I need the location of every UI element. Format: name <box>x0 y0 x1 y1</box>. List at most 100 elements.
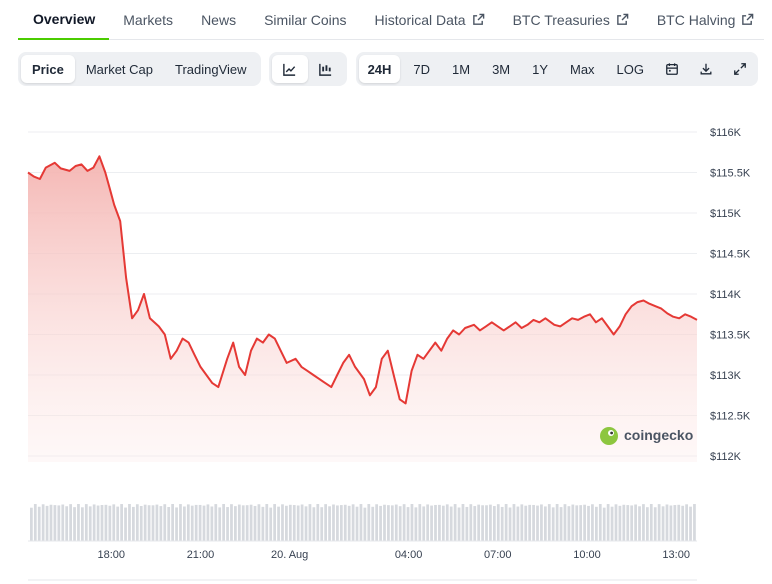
volume-bar <box>234 506 237 541</box>
volume-bar <box>594 506 598 541</box>
volume-bar <box>559 507 563 541</box>
x-tick-label: 10:00 <box>573 549 601 561</box>
volume-bar <box>175 507 178 541</box>
volume-bar <box>422 506 426 541</box>
view-mode-group: Price Market Cap TradingView <box>18 52 261 86</box>
volume-bar <box>198 504 202 541</box>
volume-bar <box>630 505 634 541</box>
volume-bar <box>257 504 261 541</box>
view-price-button[interactable]: Price <box>21 55 75 83</box>
tab-markets[interactable]: Markets <box>109 0 187 39</box>
volume-bar <box>143 504 147 541</box>
volume-bar <box>626 505 630 541</box>
expand-button[interactable] <box>725 55 755 83</box>
range-1m-button[interactable]: 1M <box>452 61 471 77</box>
line-chart-icon <box>282 62 297 77</box>
tab-label: Overview <box>33 11 96 27</box>
volume-bar <box>285 505 288 541</box>
tab-btc-treasuries[interactable]: BTC Treasuries <box>499 0 643 39</box>
volume-bar <box>567 506 571 541</box>
volume-bar <box>524 505 528 541</box>
view-market-cap-button[interactable]: Market Cap <box>85 61 154 77</box>
volume-bar <box>81 507 84 541</box>
y-tick-label: $115.5K <box>710 168 751 180</box>
volume-bar <box>320 507 324 541</box>
y-tick-label: $114K <box>710 289 742 301</box>
volume-bar <box>112 504 116 541</box>
volume-bar <box>171 504 174 541</box>
volume-bar <box>434 504 437 541</box>
volume-bar <box>563 504 567 541</box>
calendar-button[interactable] <box>657 55 687 83</box>
range-1y-button[interactable]: 1Y <box>532 61 549 77</box>
range-24h-button[interactable]: 24H <box>358 55 401 83</box>
volume-bar <box>167 507 171 541</box>
view-tradingview-button[interactable]: TradingView <box>175 61 247 77</box>
volume-bar <box>241 505 245 541</box>
volume-bar <box>469 504 473 541</box>
volume-bar <box>245 505 249 541</box>
range-group: 24H 7D 1M 3M 1Y Max LOG <box>355 52 758 86</box>
watermark-text: coingecko <box>624 427 693 443</box>
volume-bar <box>147 505 151 541</box>
volume-bar <box>116 506 120 541</box>
volume-bar <box>390 505 394 541</box>
tab-label: Similar Coins <box>264 11 347 28</box>
range-log-button[interactable]: LOG <box>616 61 645 77</box>
volume-bar <box>312 507 316 541</box>
volume-bar <box>441 505 445 541</box>
volume-bar <box>504 504 508 541</box>
volume-bar <box>324 504 328 541</box>
volume-bar <box>547 504 551 541</box>
volume-bar <box>108 505 112 541</box>
volume-bar <box>375 504 379 541</box>
volume-bar <box>96 505 100 541</box>
volume-bar <box>359 504 363 541</box>
volume-bar <box>606 504 610 541</box>
x-tick-label: 07:00 <box>484 549 512 561</box>
range-max-button[interactable]: Max <box>570 61 595 77</box>
tab-label: Markets <box>123 11 174 28</box>
line-chart-button[interactable] <box>271 55 308 83</box>
volume-bar <box>653 507 657 541</box>
volume-bar <box>332 504 335 541</box>
volume-bar <box>489 504 492 541</box>
range-7d-button[interactable]: 7D <box>413 61 431 77</box>
volume-bar <box>551 507 555 541</box>
volume-bar <box>139 506 143 541</box>
volume-bar <box>265 504 269 541</box>
volume-bar <box>477 504 481 541</box>
volume-bar <box>230 504 233 541</box>
volume-bar <box>84 504 88 541</box>
range-3m-button[interactable]: 3M <box>492 61 511 77</box>
tab-btc-halving[interactable]: BTC Halving <box>643 0 769 39</box>
x-tick-label: 21:00 <box>187 549 215 561</box>
tab-historical-data[interactable]: Historical Data <box>361 0 499 39</box>
volume-bar <box>226 507 229 541</box>
volume-bar <box>77 504 80 541</box>
tab-similar-coins[interactable]: Similar Coins <box>250 0 360 39</box>
volume-bar <box>41 504 45 541</box>
volume-bar <box>135 504 139 541</box>
volume-bar <box>155 504 159 541</box>
y-tick-label: $112.5K <box>710 411 751 423</box>
tab-overview[interactable]: Overview <box>18 0 110 40</box>
volume-bar <box>508 507 512 541</box>
volume-bar <box>496 504 500 541</box>
expand-icon <box>733 62 747 76</box>
candlestick-chart-button[interactable] <box>308 55 344 83</box>
external-link-icon <box>741 13 754 26</box>
x-axis-labels: 18:00 21:00 20. Aug 04:00 07:00 10:00 13:00 <box>28 549 697 581</box>
y-tick-label: $115K <box>710 208 742 220</box>
y-tick-label: $113.5K <box>710 330 751 342</box>
download-button[interactable] <box>691 55 721 83</box>
volume-bar <box>387 505 390 541</box>
volume-bar <box>53 505 57 541</box>
volume-bar <box>273 504 277 541</box>
tab-news[interactable]: News <box>187 0 250 39</box>
volume-bar <box>336 505 339 541</box>
volume-bar <box>120 504 123 541</box>
volume-bar <box>449 506 453 541</box>
x-tick-label: 18:00 <box>97 549 125 561</box>
volume-bar <box>222 504 225 541</box>
